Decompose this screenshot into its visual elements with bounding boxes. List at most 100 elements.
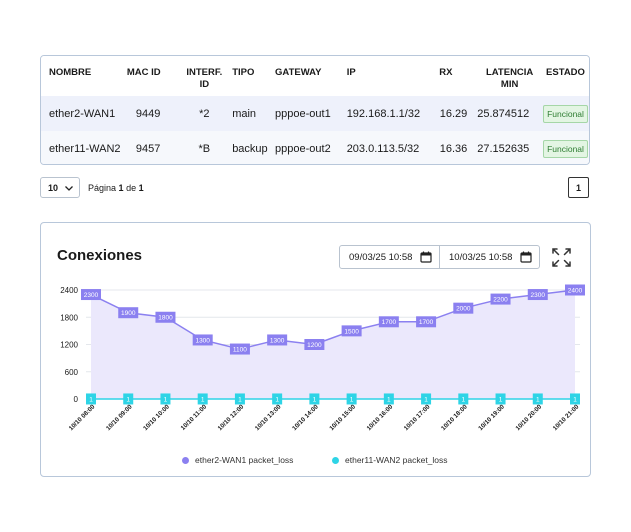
- header-estado[interactable]: ESTADO: [546, 67, 585, 78]
- y-tick-label: 2400: [60, 286, 78, 295]
- x-tick-label: 10/10 09:00: [105, 403, 134, 432]
- series-1-area: [91, 290, 575, 399]
- series-1-data-point: [229, 343, 250, 355]
- page-1-button[interactable]: 1: [568, 177, 589, 198]
- header-rx[interactable]: RX: [439, 67, 453, 78]
- cell-estado: Funcional: [542, 131, 589, 164]
- header-interf-id-line1: INTERF.: [186, 67, 223, 78]
- calendar-icon: [520, 251, 532, 263]
- legend-dot-series-1: [182, 456, 189, 464]
- header-gateway[interactable]: GATEWAY: [275, 67, 322, 78]
- series-2-data-label: 1: [499, 396, 503, 403]
- expand-icon[interactable]: [551, 247, 572, 268]
- series-2-data-point: [86, 393, 96, 405]
- series-1-data-point: [155, 311, 176, 323]
- page-size-select[interactable]: 10: [40, 177, 80, 198]
- date-from-field[interactable]: 09/03/25 10:58: [340, 246, 439, 268]
- x-tick-label: 10/10 17:00: [403, 403, 432, 432]
- header-latencia-line2: MIN: [500, 79, 519, 90]
- pagination-info: Página 1 de 1: [88, 183, 144, 193]
- status-badge: Funcional: [543, 104, 588, 123]
- x-tick-label: 10/10 18:00: [440, 403, 469, 432]
- series-2-data-label: 1: [313, 396, 317, 403]
- series-1-data-point: [490, 293, 511, 305]
- series-1-data-label: 2300: [84, 292, 99, 299]
- series-2-data-point: [272, 393, 283, 405]
- table-row[interactable]: ether2-WAN1 9449 *2 main pppoe-out1 192.…: [41, 96, 589, 131]
- cell-tipo: backup: [232, 142, 268, 155]
- series-1-data-point: [118, 307, 139, 319]
- legend-item-series-1[interactable]: ether2-WAN1 packet_loss: [182, 455, 293, 465]
- x-tick-label: 10/10 15:00: [328, 403, 357, 432]
- cell-estado: Funcional: [542, 96, 589, 131]
- x-tick-label: 10/10 11:00: [180, 403, 209, 432]
- series-2-data-label: 1: [387, 396, 391, 403]
- date-to-field[interactable]: 10/03/25 10:58: [439, 246, 539, 268]
- chevron-down-icon: [65, 185, 73, 191]
- series-1-data-point: [453, 302, 474, 314]
- series-1-data-label: 2300: [531, 292, 546, 299]
- series-1-data-label: 2400: [568, 287, 583, 294]
- series-2-data-point: [123, 393, 134, 405]
- series-2-data-label: 1: [126, 396, 130, 403]
- x-tick-label: 10/10 12:00: [217, 403, 246, 432]
- header-mac-id[interactable]: MAC ID: [126, 67, 161, 78]
- series-1-data-point: [192, 334, 213, 346]
- series-2-data-point: [421, 393, 432, 405]
- date-to-value: 10/03/25 10:58: [449, 251, 513, 263]
- header-nombre[interactable]: NOMBRE: [49, 67, 92, 78]
- series-1-data-label: 1700: [382, 319, 397, 326]
- series-1-data-point: [341, 325, 362, 337]
- legend-item-series-2[interactable]: ether11-WAN2 packet_loss: [332, 455, 448, 465]
- pagination-current: 1: [118, 183, 124, 193]
- connections-table-card: NOMBRE MAC ID INTERF. ID TIPO GATEWAY IP…: [40, 55, 590, 165]
- cell-mac-id: 9449: [135, 107, 161, 120]
- connections-chart: 0 600 1200 1800 2400 2300 1900 1800 1300 1100 1300…: [60, 284, 585, 432]
- series-2-data-point: [234, 393, 245, 405]
- date-from-value: 09/03/25 10:58: [349, 251, 413, 263]
- series-2-data-point: [458, 393, 469, 405]
- table-row[interactable]: ether11-WAN2 9457 *B backup pppoe-out2 2…: [41, 131, 589, 164]
- header-ip[interactable]: IP: [346, 67, 356, 78]
- date-range-picker[interactable]: 09/03/25 10:58 10/03/25 10:58: [339, 245, 540, 269]
- series-2-data-point: [532, 393, 543, 405]
- series-1-data-label: 1800: [158, 315, 173, 322]
- series-2-data-label: 1: [238, 396, 242, 403]
- legend-dot-series-2: [332, 456, 339, 464]
- cell-interf-id: *B: [198, 142, 211, 155]
- cell-rx: 16.36: [439, 142, 468, 155]
- chart-title: Conexiones: [57, 247, 143, 264]
- series-2-data-point: [346, 393, 357, 405]
- connections-table: NOMBRE MAC ID INTERF. ID TIPO GATEWAY IP…: [41, 56, 589, 164]
- series-2-data-point: [160, 393, 171, 405]
- header-tipo[interactable]: TIPO: [232, 67, 255, 78]
- y-tick-label: 1200: [60, 341, 78, 350]
- series-1-data-point: [378, 316, 399, 328]
- header-interf-id[interactable]: INTERF. ID: [180, 56, 228, 96]
- x-tick-label: 10/10 14:00: [291, 403, 320, 432]
- series-2-data-label: 1: [350, 396, 354, 403]
- header-interf-id-line2: ID: [199, 79, 210, 90]
- cell-nombre: ether11-WAN2: [49, 142, 121, 155]
- series-1-data-label: 1200: [307, 342, 322, 349]
- page-size-value: 10: [48, 182, 59, 193]
- series-1-data-point: [267, 334, 288, 346]
- legend-label-series-1: ether2-WAN1 packet_loss: [195, 455, 294, 465]
- series-2-data-point: [197, 393, 208, 405]
- x-tick-label: 10/10 10:00: [142, 403, 171, 432]
- cell-mac-id: 9457: [135, 142, 161, 155]
- cell-gateway: pppoe-out1: [275, 107, 331, 120]
- series-1-data-label: 1500: [344, 328, 359, 335]
- cell-interf-id: *2: [199, 107, 210, 120]
- cell-latencia: 25.874512: [477, 107, 530, 120]
- series-1-data-label: 2000: [456, 306, 471, 313]
- series-1-data-label: 1700: [419, 319, 434, 326]
- x-tick-label: 10/10 21:00: [552, 403, 581, 432]
- header-latencia-min[interactable]: LATENCIA MIN: [477, 56, 542, 96]
- cell-tipo: main: [232, 107, 257, 120]
- series-2-data-label: 1: [461, 396, 465, 403]
- calendar-icon: [420, 251, 432, 263]
- pagination-prefix: Página: [88, 183, 117, 193]
- table-header-row: NOMBRE MAC ID INTERF. ID TIPO GATEWAY IP…: [41, 56, 589, 96]
- legend-label-series-2: ether11-WAN2 packet_loss: [345, 455, 448, 465]
